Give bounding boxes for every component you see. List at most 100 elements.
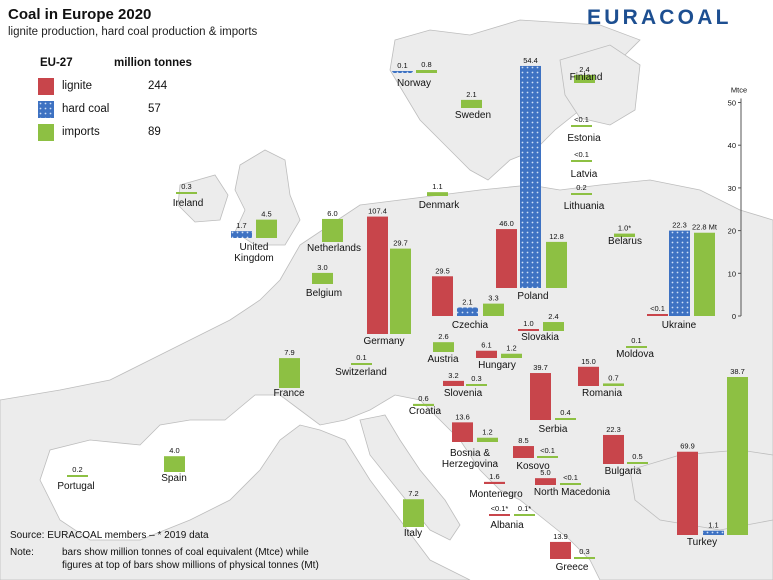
legend-imports-swatch <box>38 124 54 141</box>
poland-imports-label: 12.8 <box>549 232 564 241</box>
serbia-lignite-bar <box>530 373 551 420</box>
greece-lignite-bar <box>550 541 571 559</box>
hungary-lignite-label: 6.1 <box>481 341 491 350</box>
netherlands-imports-bar <box>322 218 343 242</box>
kosovo-lignite-bar <box>513 446 534 458</box>
bulgaria-imports-bar <box>627 462 648 464</box>
italy-imports-label: 7.2 <box>408 489 418 498</box>
turkey-lignite-bar <box>677 451 698 535</box>
legend-hardcoal-swatch <box>38 101 54 118</box>
belarus-name: Belarus <box>608 236 642 247</box>
germany-imports-bar <box>390 248 411 334</box>
portugal-imports-bar <box>67 475 88 477</box>
legend-region: EU-27 <box>40 57 73 69</box>
sweden-imports-bar <box>461 99 482 108</box>
croatia-imports-label: 0.6 <box>418 394 428 403</box>
mainland-europe-shape <box>0 179 773 580</box>
switzerland-imports-bar <box>351 363 372 365</box>
greece-lignite-label: 13.9 <box>553 532 568 541</box>
belgium-name: Belgium <box>306 288 342 299</box>
albania-lignite-bar <box>489 514 510 516</box>
estonia-imports-bar <box>571 125 592 127</box>
serbia-name: Serbia <box>539 424 568 435</box>
turkey-lignite-label: 69.9 <box>680 442 695 451</box>
kosovo-imports-bar <box>537 456 558 458</box>
denmark-imports-bar <box>427 192 448 196</box>
romania-name: Romania <box>582 388 622 399</box>
legend-imports-value: 89 <box>148 126 161 138</box>
norway-hardcoal-label: 0.1 <box>397 61 407 70</box>
slovenia-imports-label: 0.3 <box>471 374 481 383</box>
slovakia-imports-label: 2.4 <box>548 312 558 321</box>
poland-imports-bar <box>546 241 567 288</box>
poland-name: Poland <box>517 291 548 302</box>
kosovo-imports-label: <0.1 <box>540 446 555 455</box>
kosovo-lignite-label: 8.5 <box>518 436 528 445</box>
sweden-name: Sweden <box>455 110 491 121</box>
ireland-imports-bar <box>176 192 197 194</box>
spain-name: Spain <box>161 473 187 484</box>
ukraine-lignite-bar <box>647 314 668 316</box>
slovenia-lignite-bar <box>443 380 464 386</box>
mtce-axis-tick-label: 10 <box>728 269 736 278</box>
germany-lignite-bar <box>367 216 388 334</box>
norway-hardcoal-bar <box>392 71 413 73</box>
note-line-1: bars show million tonnes of coal equival… <box>62 547 309 558</box>
greece-name: Greece <box>556 562 589 573</box>
latvia-imports-label: <0.1 <box>574 150 589 159</box>
dotted-swatch <box>38 101 54 118</box>
montenegro-name: Montenegro <box>469 489 523 500</box>
albania-lignite-label: <0.1* <box>491 504 509 513</box>
germany-imports-label: 29.7 <box>393 239 408 248</box>
bulgaria-name: Bulgaria <box>605 466 642 477</box>
albania-name: Albania <box>490 520 524 531</box>
mtce-axis-tick-label: 20 <box>728 227 736 236</box>
north-macedonia-imports-label: <0.1 <box>563 473 578 482</box>
united-kingdom-imports-bar <box>256 219 277 238</box>
portugal-imports-label: 0.2 <box>72 465 82 474</box>
bosnia-herzegovina-imports-bar <box>477 437 498 442</box>
slovakia-name: Slovakia <box>521 332 559 343</box>
ukraine-hardcoal-label: 22.3 <box>672 221 687 230</box>
north-macedonia-lignite-label: 5.0 <box>540 468 550 477</box>
turkey-hardcoal-label: 1.1 <box>708 521 718 530</box>
north-macedonia-imports-bar <box>560 483 581 485</box>
serbia-lignite-label: 39.7 <box>533 363 548 372</box>
ukraine-name: Ukraine <box>662 320 697 331</box>
portugal-name: Portugal <box>57 481 94 492</box>
bulgaria-lignite-label: 22.3 <box>606 425 621 434</box>
slovenia-lignite-label: 3.2 <box>448 371 458 380</box>
lithuania-imports-label: 0.2 <box>576 183 586 192</box>
romania-lignite-bar <box>578 366 599 386</box>
moldova-name: Moldova <box>616 349 654 360</box>
france-name: France <box>273 388 305 399</box>
germany-name: Germany <box>363 336 404 347</box>
ireland-name: Ireland <box>173 198 204 209</box>
united-kingdom-hardcoal-label: 1.7 <box>236 221 246 230</box>
turkey-name: Turkey <box>687 537 717 548</box>
legend-lignite-label: lignite <box>62 80 93 92</box>
croatia-imports-bar <box>413 403 434 406</box>
lithuania-imports-bar <box>571 193 592 195</box>
legend-lignite-swatch <box>38 78 54 95</box>
czechia-imports-label: 3.3 <box>488 294 498 303</box>
ireland-shape <box>177 174 229 223</box>
lithuania-name: Lithuania <box>564 201 605 212</box>
sweden-imports-label: 2.1 <box>466 90 476 99</box>
slovenia-name: Slovenia <box>444 388 483 399</box>
mtce-axis-tick-label: 30 <box>728 184 736 193</box>
note-label: Note: <box>10 547 34 558</box>
greece-imports-label: 0.3 <box>579 547 589 556</box>
land-masses <box>0 19 773 580</box>
legend-unit: million tonnes <box>114 57 192 69</box>
bosnia-herzegovina-lignite-bar <box>452 422 473 442</box>
belgium-imports-label: 3.0 <box>317 263 327 272</box>
finland-name: Finland <box>570 72 603 83</box>
hungary-imports-label: 1.2 <box>506 344 516 353</box>
italy-imports-bar <box>403 499 424 527</box>
mtce-axis-tick-label: 40 <box>728 141 736 150</box>
italy-shape <box>359 414 461 541</box>
north-macedonia-name: North Macedonia <box>534 487 611 498</box>
czechia-hardcoal-bar <box>457 307 478 316</box>
bosnia-herzegovina-name: Bosnia & <box>450 448 490 459</box>
